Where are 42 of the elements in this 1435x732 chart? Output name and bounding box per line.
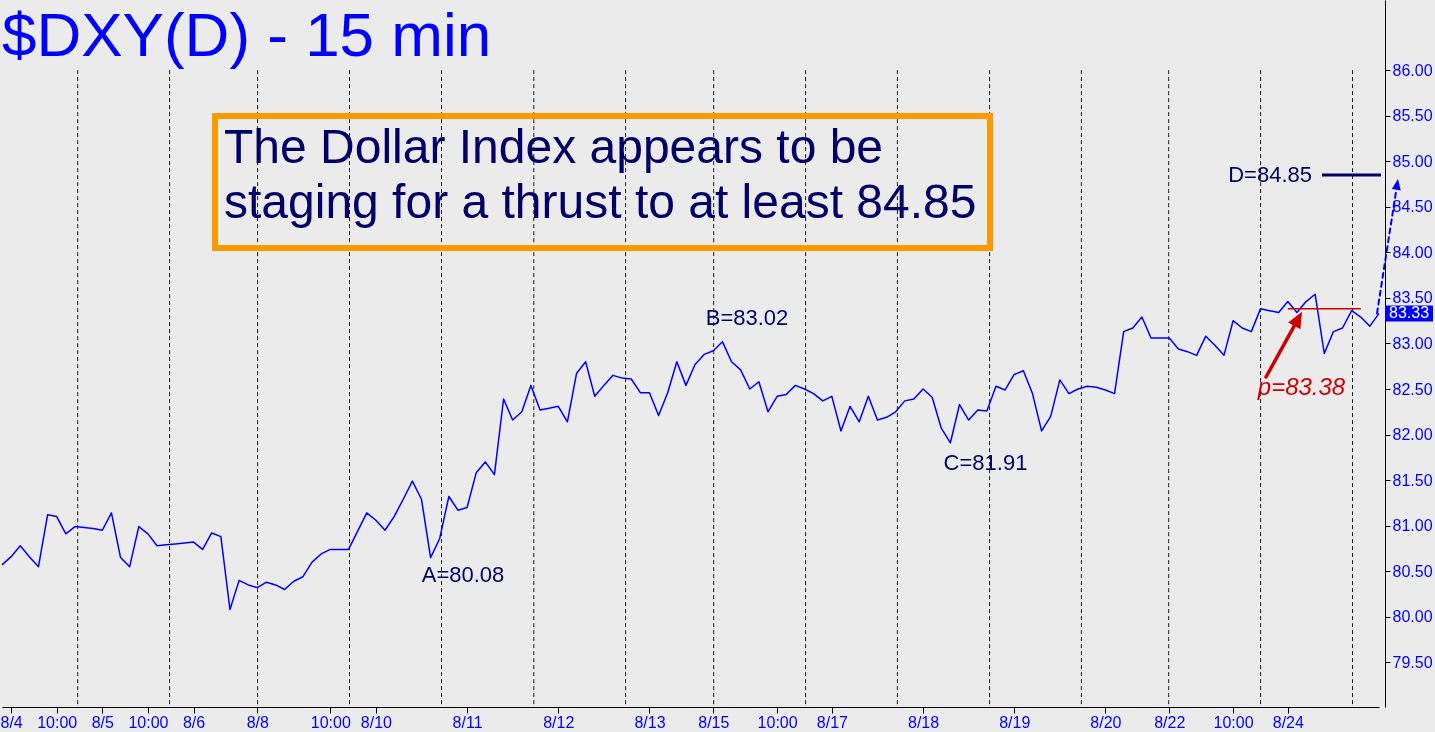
y-tick-label: 86.00 (1392, 61, 1433, 79)
y-tick-label: 82.00 (1392, 426, 1433, 444)
x-tick-label: 8/24 (1272, 713, 1304, 731)
x-tick-label: 8/15 (698, 713, 730, 731)
annotation: p=83.38 (1256, 373, 1346, 400)
y-tick-label: 80.50 (1392, 562, 1433, 580)
y-tick-label: 80.00 (1392, 608, 1433, 626)
x-tick-label: 8/10 (360, 713, 393, 731)
x-tick-label: 8/8 (246, 713, 270, 731)
ref-line-label: D=84.85 (1228, 161, 1312, 187)
y-tick-label: 79.50 (1392, 653, 1433, 671)
x-tick-label: 10:00 (757, 713, 798, 731)
x-tick-label: 8/11 (452, 713, 483, 731)
annotation: The Dollar Index appears to be staging for a thrust to at least 84.85 (224, 120, 977, 228)
annotation: B=83.02 (705, 305, 789, 330)
y-tick-label: 84.00 (1392, 243, 1433, 261)
annotation: A=80.08 (421, 562, 505, 587)
y-tick-label: 81.00 (1392, 517, 1433, 535)
x-tick-label: 10:00 (1213, 713, 1254, 731)
y-tick-label: 83.00 (1392, 334, 1433, 352)
chart-title: $DXY(D) - 15 min (2, 0, 492, 69)
x-tick-label: 8/6 (182, 713, 206, 731)
annotation: C=81.91 (943, 450, 1028, 475)
x-tick-label: 8/20 (1090, 713, 1122, 731)
y-tick-label: 81.50 (1392, 471, 1433, 489)
x-tick-label: 8/18 (907, 713, 940, 731)
text: 83.33 (1388, 304, 1430, 322)
y-tick-label: 82.50 (1392, 380, 1433, 398)
y-tick-label: 84.50 (1392, 198, 1433, 216)
x-tick-label: 8/12 (543, 713, 575, 731)
x-tick-label: 10:00 (37, 713, 78, 731)
x-tick-label: 10:00 (128, 713, 169, 731)
y-tick-label: 85.00 (1392, 152, 1433, 170)
x-tick-label: 8/4 (0, 713, 23, 731)
x-tick-label: 8/19 (999, 713, 1031, 731)
x-tick-label: 8/5 (91, 713, 115, 731)
x-tick-label: 8/17 (816, 713, 849, 731)
x-tick-label: 10:00 (310, 713, 351, 731)
x-tick-label: 8/13 (634, 713, 666, 731)
y-tick-label: 85.50 (1392, 107, 1433, 125)
y-tick-label: 83.50 (1392, 289, 1433, 307)
x-tick-label: 8/22 (1154, 713, 1186, 731)
